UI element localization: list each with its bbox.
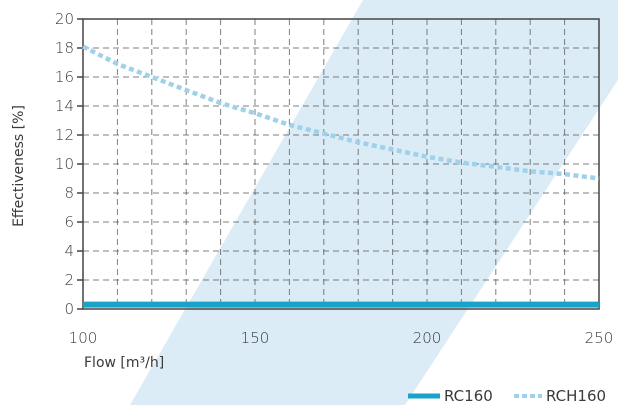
- y-tick-label: 2: [64, 271, 74, 289]
- x-tick-label: 150: [241, 329, 270, 347]
- y-tick-label: 6: [64, 213, 74, 231]
- series-line-rch160: [81, 44, 600, 181]
- y-tick-label: 12: [55, 126, 74, 144]
- y-tick-label: 8: [64, 184, 74, 202]
- y-tick-label: 18: [55, 39, 74, 57]
- axes: [77, 18, 600, 310]
- series-layer: [81, 44, 600, 308]
- x-axis-label: Flow [m³/h]: [84, 355, 164, 371]
- legend-rch160-label: RCH160: [546, 387, 606, 405]
- x-tick-label: 200: [413, 329, 442, 347]
- y-tick-label: 20: [55, 10, 74, 28]
- x-tick-label: 100: [69, 329, 98, 347]
- y-axis-label: Effectiveness [%]: [11, 105, 27, 227]
- x-tick-label: 250: [585, 329, 614, 347]
- y-tick-label: 14: [55, 97, 74, 115]
- tick-labels: 0 2 4 6 8 10 12 14 16 18 20 100 150 200 250: [55, 10, 613, 347]
- legend: RC160 RCH160: [408, 387, 606, 405]
- y-tick-label: 4: [64, 242, 74, 260]
- grid: [83, 18, 599, 309]
- legend-rc160-label: RC160: [444, 387, 493, 405]
- y-tick-label: 10: [55, 155, 74, 173]
- y-tick-label: 16: [55, 68, 74, 86]
- y-tick-label: 0: [64, 300, 74, 318]
- background-band: [130, 0, 618, 405]
